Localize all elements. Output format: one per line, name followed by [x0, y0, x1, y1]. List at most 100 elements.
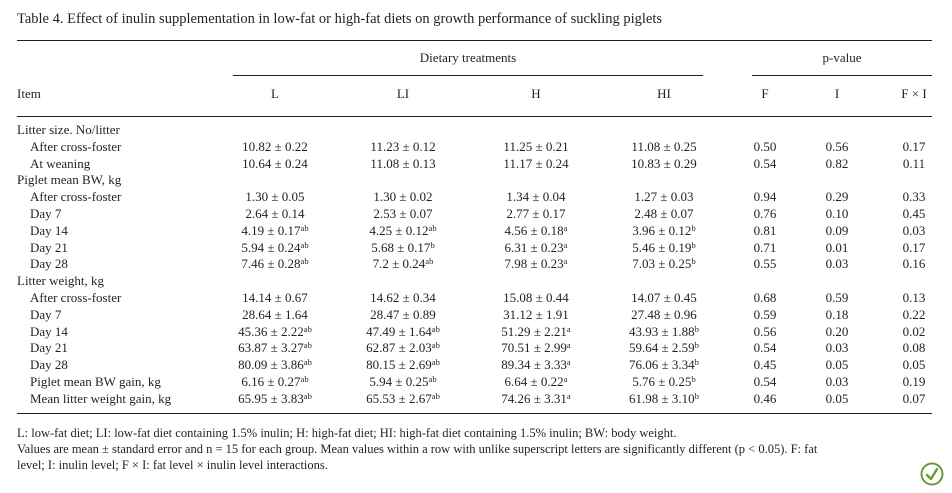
table-cell: 0.17	[884, 240, 944, 256]
cell-value: 0.05	[825, 390, 849, 406]
significance-superscript: ab	[428, 222, 437, 233]
section-label: Litter weight, kg	[17, 273, 105, 289]
table-cell: 45.36 ± 2.22ab	[200, 324, 350, 340]
cell-value: 0.09	[825, 222, 849, 238]
cell-value: 7.03 ± 0.25	[632, 256, 692, 272]
significance-superscript: b	[694, 390, 699, 401]
table-cell: 2.64 ± 0.14	[200, 206, 350, 222]
table-cell: 0.20	[807, 324, 867, 340]
row-label: After cross-foster	[30, 189, 122, 205]
significance-superscript: ab	[303, 357, 312, 368]
table-cell: 11.08 ± 0.13	[328, 156, 478, 172]
table-cell: 10.83 ± 0.29	[589, 156, 739, 172]
cell-value: 61.98 ± 3.10	[629, 390, 695, 406]
table-cell: 5.94 ± 0.25ab	[328, 374, 478, 390]
cell-value: 45.36 ± 2.22	[238, 323, 304, 339]
table-cell: 0.03	[807, 256, 867, 272]
row-label: Day 7	[30, 206, 62, 221]
cell-value: 0.07	[902, 390, 926, 406]
row-label: At weaning	[30, 155, 91, 171]
cell-value: 0.20	[825, 323, 849, 339]
cell-value: 4.56 ± 0.18	[504, 222, 564, 238]
cell-value: 0.81	[753, 222, 777, 238]
cell-value: 65.53 ± 2.67	[366, 390, 432, 406]
cell-value: 0.33	[902, 189, 926, 205]
significance-superscript: b	[691, 239, 696, 250]
footnote-abbreviations: L: low-fat diet; LI: low-fat diet contai…	[17, 426, 677, 440]
cell-value: 0.55	[753, 256, 777, 272]
cell-value: 0.56	[753, 323, 777, 339]
cell-value: 80.15 ± 2.69	[366, 357, 432, 373]
table-cell: 0.54	[735, 374, 795, 390]
cell-value: 0.45	[902, 206, 926, 221]
cell-value: 11.08 ± 0.13	[370, 155, 436, 171]
rule-top	[17, 40, 932, 41]
table-cell: 0.59	[735, 307, 795, 323]
table-cell: 0.13	[884, 290, 944, 306]
table-cell: 11.25 ± 0.21	[461, 139, 611, 155]
cell-value: 10.64 ± 0.24	[242, 155, 308, 171]
cell-value: 0.71	[753, 239, 777, 255]
cell-value: 5.76 ± 0.25	[632, 374, 692, 389]
cell-value: 4.25 ± 0.12	[369, 222, 429, 238]
cell-value: 0.68	[753, 290, 777, 305]
table-cell: 5.94 ± 0.24ab	[200, 240, 350, 256]
table-cell: 7.46 ± 0.28ab	[200, 256, 350, 272]
cell-value: 0.17	[902, 239, 926, 255]
rule-pvalue	[752, 75, 932, 76]
row-label: After cross-foster	[30, 290, 122, 305]
table-cell: 2.77 ± 0.17	[461, 206, 611, 222]
column-header-1: L	[271, 86, 279, 101]
cell-value: 43.93 ± 1.88	[629, 323, 695, 339]
header-pvalue: p-value	[822, 50, 862, 65]
cell-value: 0.01	[825, 239, 849, 255]
cell-value: 0.17	[902, 138, 926, 154]
table-cell: 0.05	[807, 391, 867, 407]
significance-superscript: a	[566, 340, 571, 351]
table-cell: 0.09	[807, 223, 867, 239]
table-cell: 0.45	[884, 206, 944, 222]
cell-value: 0.59	[753, 306, 777, 322]
rule-treatments	[233, 75, 703, 76]
row-label: Day 14	[30, 323, 68, 339]
cell-value: 11.08 ± 0.25	[631, 138, 697, 154]
table-cell: 43.93 ± 1.88b	[589, 324, 739, 340]
cell-value: 4.19 ± 0.17	[241, 222, 301, 238]
significance-superscript: b	[694, 340, 699, 351]
cell-value: 28.64 ± 1.64	[242, 306, 308, 322]
cell-value: 5.94 ± 0.24	[241, 239, 301, 255]
cell-value: 3.96 ± 0.12	[632, 222, 692, 238]
table-cell: 51.29 ± 2.21a	[461, 324, 611, 340]
cell-value: 11.25 ± 0.21	[503, 138, 569, 154]
table-cell: 0.03	[807, 374, 867, 390]
row-label: Day 7	[30, 306, 62, 322]
table-cell: 1.34 ± 0.04	[461, 189, 611, 205]
cell-value: 0.10	[825, 206, 849, 221]
cell-value: 0.18	[825, 306, 849, 322]
significance-superscript: a	[563, 222, 568, 233]
rule-bottom	[17, 413, 932, 414]
table-cell: 0.76	[735, 206, 795, 222]
table-cell: 0.71	[735, 240, 795, 256]
significance-superscript: ab	[303, 323, 312, 334]
section-label: Litter size. No/litter	[17, 122, 120, 137]
cell-value: 0.19	[902, 374, 926, 389]
cell-value: 6.64 ± 0.22	[504, 374, 564, 389]
column-header-3: H	[531, 86, 541, 101]
significance-superscript: ab	[300, 374, 309, 384]
table-cell: 0.22	[884, 307, 944, 323]
cell-value: 31.12 ± 1.91	[503, 306, 569, 322]
cell-value: 63.87 ± 3.27	[238, 340, 304, 356]
table-cell: 0.05	[884, 357, 944, 373]
row-label: Day 14	[30, 222, 68, 238]
table-cell: 65.53 ± 2.67ab	[328, 391, 478, 407]
column-header-5: F	[761, 86, 769, 101]
table-cell: 0.56	[807, 139, 867, 155]
cell-value: 28.47 ± 0.89	[370, 306, 436, 322]
cell-value: 10.83 ± 0.29	[631, 155, 697, 171]
header-item: Item	[17, 86, 41, 101]
table-cell: 28.64 ± 1.64	[200, 307, 350, 323]
cell-value: 0.46	[753, 390, 777, 406]
significance-superscript: ab	[303, 340, 312, 351]
cell-value: 14.14 ± 0.67	[242, 290, 308, 305]
